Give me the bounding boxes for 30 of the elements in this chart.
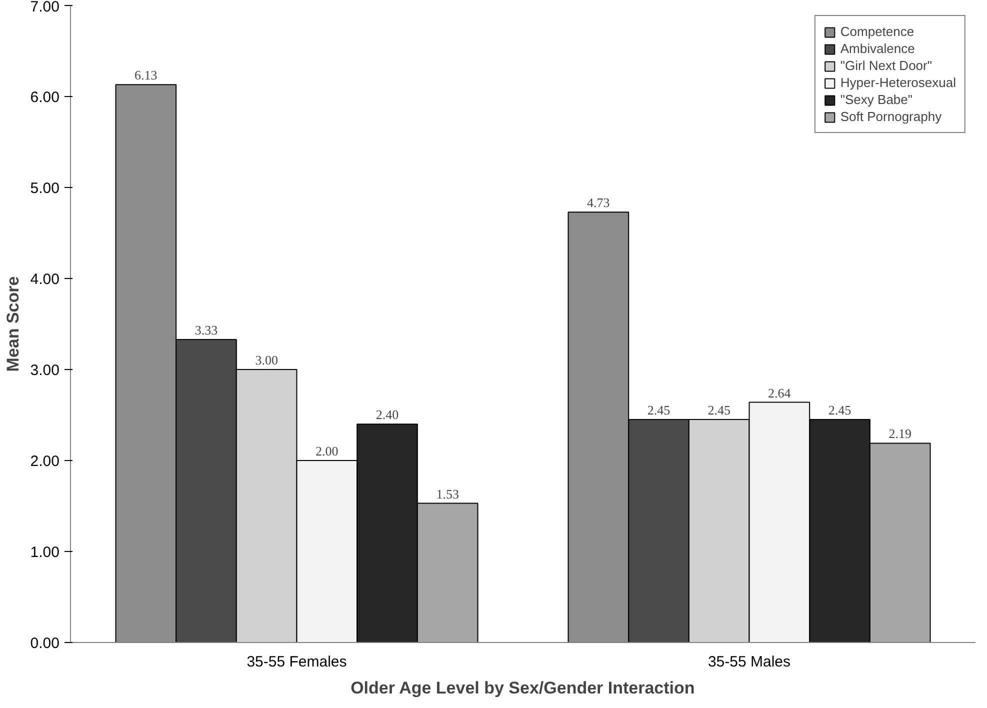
y-tick-label: 6.00 bbox=[30, 89, 60, 106]
y-tick-label: 4.00 bbox=[30, 271, 60, 288]
y-tick-label: 3.00 bbox=[30, 362, 60, 379]
legend-label: "Sexy Babe" bbox=[840, 92, 912, 107]
data-label: 3.00 bbox=[255, 352, 278, 368]
data-label: 2.45 bbox=[708, 402, 730, 418]
x-tick-label: 35-55 Males bbox=[708, 654, 791, 670]
y-tick-label: 5.00 bbox=[30, 180, 60, 197]
legend-label: Ambivalence bbox=[840, 41, 915, 56]
y-tick-label: 1.00 bbox=[30, 544, 60, 561]
legend-label: Soft Pornography bbox=[840, 109, 942, 124]
data-label: 2.64 bbox=[768, 385, 792, 400]
y-tick-label: 0.00 bbox=[30, 635, 60, 652]
y-tick-label: 2.00 bbox=[30, 453, 60, 470]
data-label: 6.13 bbox=[134, 68, 158, 83]
data-label: 4.73 bbox=[587, 195, 610, 210]
data-label: 1.53 bbox=[436, 486, 459, 502]
legend-label: "Girl Next Door" bbox=[840, 58, 932, 73]
legend-label: Competence bbox=[840, 24, 914, 39]
y-tick-label: 7.00 bbox=[30, 0, 60, 16]
data-label: 2.19 bbox=[888, 426, 912, 442]
x-tick-label: 35-55 Females bbox=[246, 654, 347, 670]
data-label: 2.45 bbox=[647, 402, 670, 418]
data-label: 2.45 bbox=[828, 402, 852, 418]
data-label: 2.00 bbox=[316, 444, 338, 458]
legend-label: Hyper-Heterosexual bbox=[840, 75, 956, 90]
y-axis-title: Mean Score bbox=[3, 276, 22, 372]
data-label: 3.33 bbox=[194, 322, 218, 338]
data-label: 2.40 bbox=[376, 407, 399, 422]
x-axis-title: Older Age Level by Sex/Gender Interaction bbox=[350, 678, 695, 698]
